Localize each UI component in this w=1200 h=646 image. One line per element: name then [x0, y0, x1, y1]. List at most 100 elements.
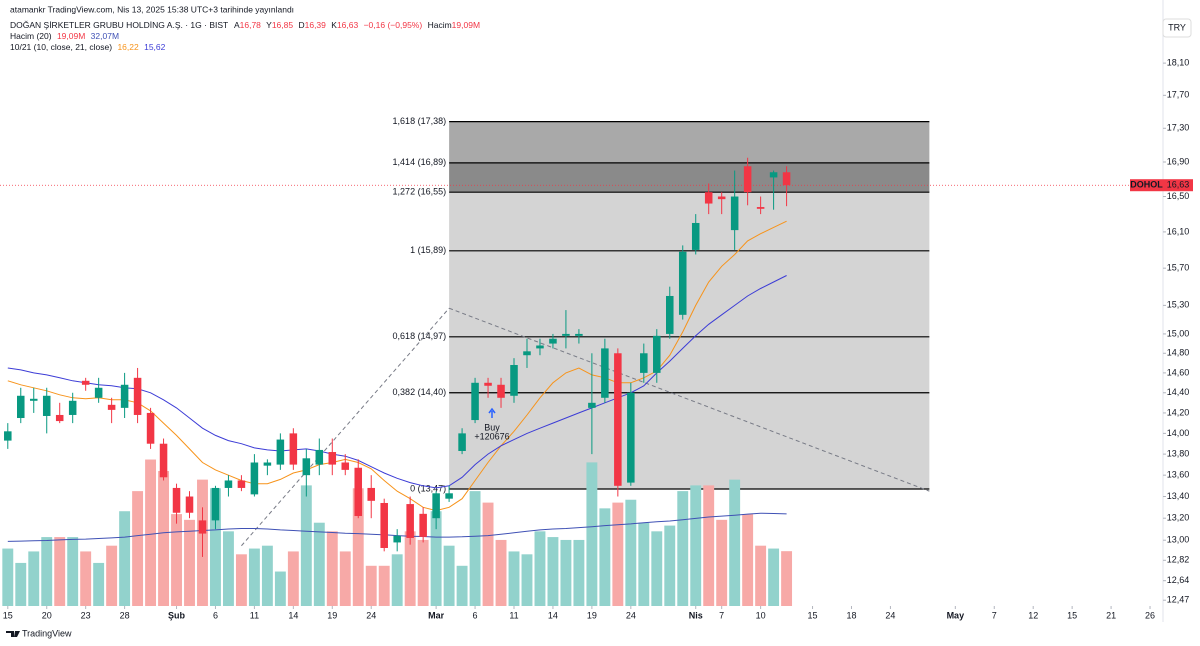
price-tag-value: 16,63 — [1167, 180, 1190, 190]
legend-symbol: DOĞAN ŞİRKETLER GRUBU HOLDİNG A.Ş. · 1G … — [10, 20, 480, 30]
fib-band — [449, 192, 930, 251]
published: atamankr TradingView.com, Nis 13, 2025 1… — [10, 4, 294, 14]
volume-bar — [365, 565, 377, 606]
candle-body — [354, 467, 363, 517]
volume-bar — [677, 491, 689, 606]
candle-body — [367, 487, 375, 501]
price-tag-symbol: DOHOL — [1130, 180, 1163, 190]
indicator: 10/21 (10, close, 21, close) — [10, 42, 112, 52]
candle-body — [601, 348, 609, 398]
volume-bar — [300, 485, 312, 606]
volume-bar — [158, 471, 169, 606]
ohlc-key: A — [234, 20, 240, 30]
candle-body — [562, 333, 570, 336]
candle-body — [198, 520, 207, 534]
candle-body — [484, 382, 492, 386]
candle-body — [237, 480, 246, 488]
currency-box[interactable] — [1162, 18, 1192, 38]
candle-body — [640, 353, 648, 373]
y-tick-label: 14,20 — [1167, 407, 1190, 417]
candle-body — [276, 439, 285, 465]
x-tick-label: May — [947, 610, 965, 620]
volume-bar — [573, 539, 585, 606]
ohlc-value: 16,39 — [305, 20, 327, 30]
y-tick-label: 12,64 — [1167, 575, 1190, 585]
fib-band — [449, 392, 930, 490]
trend-line — [241, 307, 450, 547]
fib-label: 1,414 (16,89) — [393, 157, 447, 167]
fib-band — [449, 121, 930, 163]
candle-body — [315, 449, 324, 465]
candle-body — [328, 452, 337, 465]
x-tick-label: 14 — [288, 610, 298, 620]
candle-body — [445, 493, 453, 499]
volume-bar — [145, 459, 157, 606]
candle-body — [678, 251, 687, 315]
candle-body — [756, 207, 765, 209]
volume-bar — [41, 537, 53, 606]
y-tick-label: 12,82 — [1167, 555, 1190, 565]
fib-band — [449, 336, 930, 393]
y-tick-label: 15,30 — [1167, 300, 1190, 310]
volume-bar — [742, 514, 754, 606]
volume-bar — [184, 519, 195, 606]
volume-bar — [638, 522, 650, 606]
candle-body — [536, 345, 544, 349]
candle-body — [224, 480, 233, 488]
candle-body — [185, 496, 194, 513]
candle-body — [94, 387, 103, 398]
volume-bar — [274, 571, 286, 606]
x-tick-label: 28 — [120, 610, 130, 620]
candle-body — [549, 338, 557, 344]
y-tick-label: 18,10 — [1167, 57, 1190, 67]
buy-arrow — [488, 407, 496, 418]
x-tick-label: 6 — [473, 610, 478, 620]
y-tick-label: 13,80 — [1167, 448, 1190, 458]
candle-body — [782, 172, 791, 186]
y-tick-label: 16,10 — [1167, 226, 1190, 236]
currency[interactable]: TRY — [1168, 22, 1186, 32]
y-tick-label: 16,90 — [1167, 156, 1190, 166]
fib-label: 0 (13,47) — [410, 483, 446, 493]
volume-bar — [210, 488, 221, 606]
volume-bar — [391, 554, 403, 606]
indicator-value: 15,62 — [144, 42, 166, 52]
candle-body — [665, 295, 674, 334]
change: −0,16 (−0,95%) — [364, 20, 423, 30]
x-tick-label: 19 — [327, 610, 337, 620]
volume-bar — [625, 499, 637, 606]
x-tick-label: 12 — [1028, 610, 1038, 620]
volume-bar — [560, 539, 572, 606]
volume-bar — [28, 551, 40, 606]
price-tag-box — [1163, 179, 1193, 192]
x-tick-label: 15 — [1067, 610, 1077, 620]
candle-body — [107, 404, 116, 410]
candle-body — [42, 395, 51, 416]
candle-body — [172, 487, 181, 513]
fib-band — [449, 162, 930, 193]
y-tick-label: 15,70 — [1167, 263, 1190, 273]
volume-bar — [443, 545, 455, 606]
candle-body — [497, 384, 505, 398]
x-tick-label: 19 — [587, 610, 597, 620]
volume-bar — [703, 485, 715, 606]
candle-body — [769, 172, 778, 178]
plot: 18,10 17,70 17,30 16,90 16,50 16,10 15,70 15,30… — [0, 0, 1193, 622]
volume-bar — [495, 539, 507, 606]
x-tick-label: 11 — [509, 610, 518, 620]
volume-bar — [378, 565, 390, 606]
volume-bar — [599, 508, 611, 606]
candle-body — [68, 400, 77, 415]
x-tick-label: 24 — [885, 610, 895, 620]
volume-bar — [755, 545, 767, 606]
candle-body — [380, 502, 388, 548]
candle-body — [627, 392, 635, 483]
fib-label: 0,382 (14,40) — [393, 387, 447, 397]
candle-body — [730, 196, 739, 231]
x-tick-label: 26 — [1145, 610, 1155, 620]
volume-bar — [222, 531, 234, 606]
candle-body — [263, 462, 272, 466]
volume-bar — [417, 539, 429, 606]
candle-body — [523, 351, 531, 356]
